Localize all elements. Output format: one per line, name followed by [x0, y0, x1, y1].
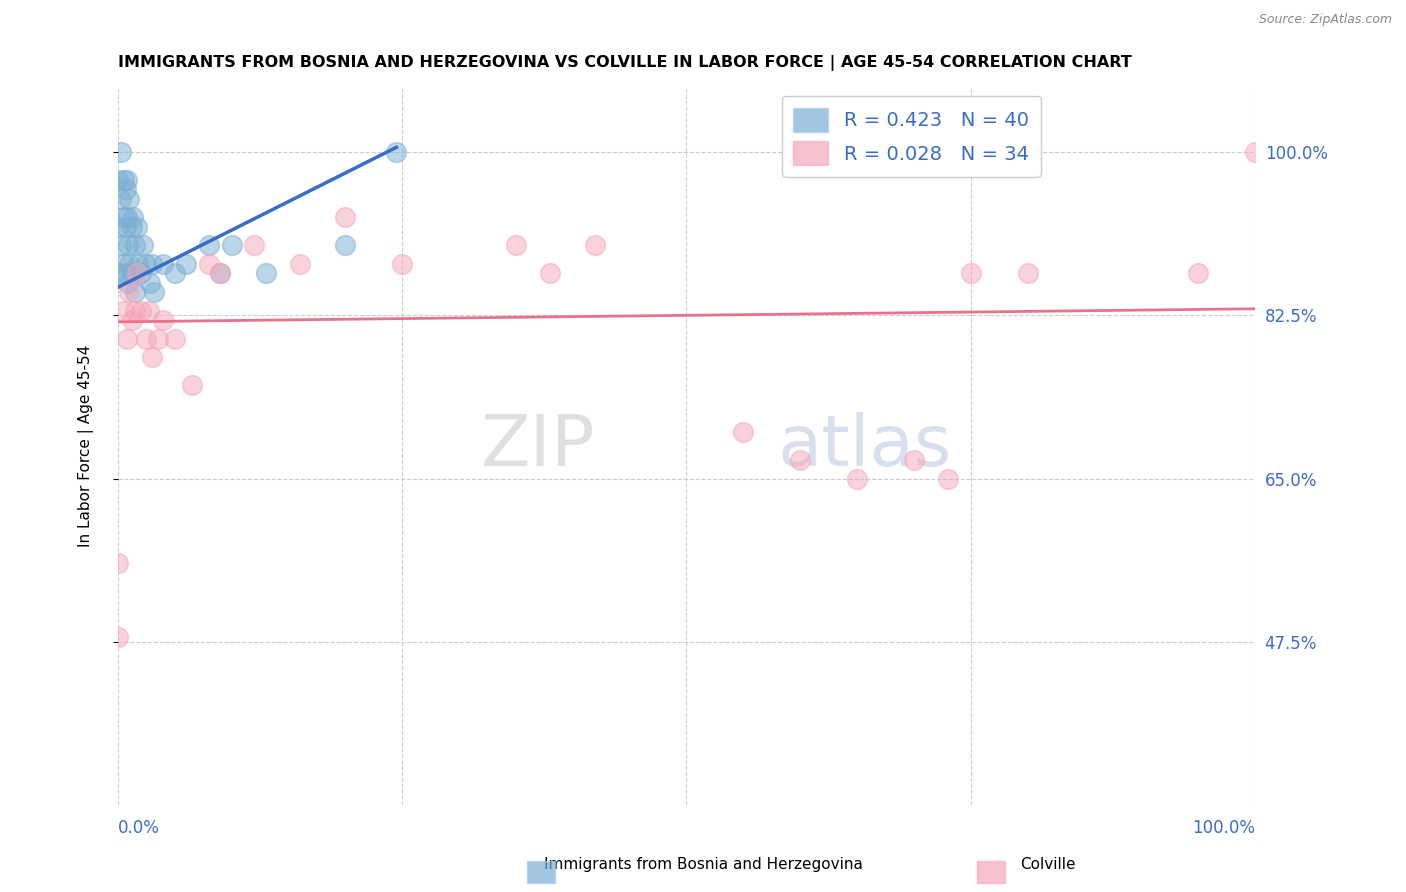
Point: [121, 313, 143, 327]
Point: [112, 257, 135, 271]
Point: [138, 276, 160, 290]
Point: [288, 257, 311, 271]
Point: [117, 238, 139, 252]
Point: [127, 266, 149, 280]
Point: [146, 332, 169, 346]
Point: [209, 266, 232, 280]
Point: [903, 453, 925, 467]
Point: [209, 266, 232, 280]
Point: [115, 332, 138, 346]
Point: [1017, 266, 1039, 280]
Point: [1244, 145, 1267, 159]
Point: [789, 453, 811, 467]
Point: [121, 211, 143, 225]
Point: [112, 211, 135, 225]
Point: [846, 472, 869, 486]
Point: [124, 285, 146, 299]
Point: [138, 303, 160, 318]
Point: [127, 257, 149, 271]
Point: [110, 145, 132, 159]
Point: [505, 238, 527, 252]
Point: [335, 211, 357, 225]
Text: IMMIGRANTS FROM BOSNIA AND HERZEGOVINA VS COLVILLE IN LABOR FORCE | AGE 45-54 CO: IMMIGRANTS FROM BOSNIA AND HERZEGOVINA V…: [118, 55, 1132, 71]
Point: [115, 211, 138, 225]
Point: [110, 238, 132, 252]
Point: [143, 285, 166, 299]
Point: [135, 332, 157, 346]
Point: [112, 173, 135, 187]
Point: [107, 631, 129, 645]
Point: [121, 266, 143, 280]
Text: Colville: Colville: [1019, 857, 1076, 872]
Point: [115, 182, 138, 196]
Text: 0.0%: 0.0%: [118, 820, 160, 838]
Point: [129, 303, 152, 318]
Point: [163, 332, 186, 346]
Point: [198, 257, 221, 271]
Text: Source: ZipAtlas.com: Source: ZipAtlas.com: [1258, 13, 1392, 27]
Point: [538, 266, 561, 280]
Point: [107, 173, 129, 187]
Point: [112, 303, 135, 318]
Point: [141, 257, 163, 271]
Point: [117, 276, 139, 290]
Point: [107, 219, 129, 234]
Text: 100.0%: 100.0%: [1192, 820, 1256, 838]
Point: [152, 257, 174, 271]
Point: [198, 238, 221, 252]
Point: [959, 266, 981, 280]
Point: [118, 285, 141, 299]
Text: Immigrants from Bosnia and Herzegovina: Immigrants from Bosnia and Herzegovina: [544, 857, 862, 872]
Point: [1187, 266, 1209, 280]
Point: [335, 238, 357, 252]
Point: [243, 238, 266, 252]
Point: [132, 238, 155, 252]
Y-axis label: In Labor Force | Age 45-54: In Labor Force | Age 45-54: [79, 345, 94, 547]
Point: [129, 266, 152, 280]
Point: [115, 266, 138, 280]
Point: [124, 238, 146, 252]
Point: [254, 266, 277, 280]
Text: ZIP: ZIP: [481, 411, 596, 481]
Point: [115, 219, 138, 234]
Point: [936, 472, 959, 486]
Point: [221, 238, 243, 252]
Point: [135, 257, 157, 271]
Point: [163, 266, 186, 280]
Point: [152, 313, 174, 327]
Point: [733, 425, 755, 439]
Point: [110, 192, 132, 206]
Point: [107, 266, 129, 280]
Point: [174, 257, 197, 271]
Point: [585, 238, 607, 252]
Point: [107, 556, 129, 570]
Point: [115, 173, 138, 187]
Legend: R = 0.423   N = 40, R = 0.028   N = 34: R = 0.423 N = 40, R = 0.028 N = 34: [782, 96, 1040, 177]
Point: [118, 257, 141, 271]
Point: [385, 145, 408, 159]
Point: [121, 219, 143, 234]
Point: [124, 303, 146, 318]
Point: [118, 192, 141, 206]
Point: [391, 257, 413, 271]
Point: [141, 351, 163, 365]
Point: [180, 378, 202, 392]
Point: [127, 219, 149, 234]
Text: atlas: atlas: [778, 411, 952, 481]
